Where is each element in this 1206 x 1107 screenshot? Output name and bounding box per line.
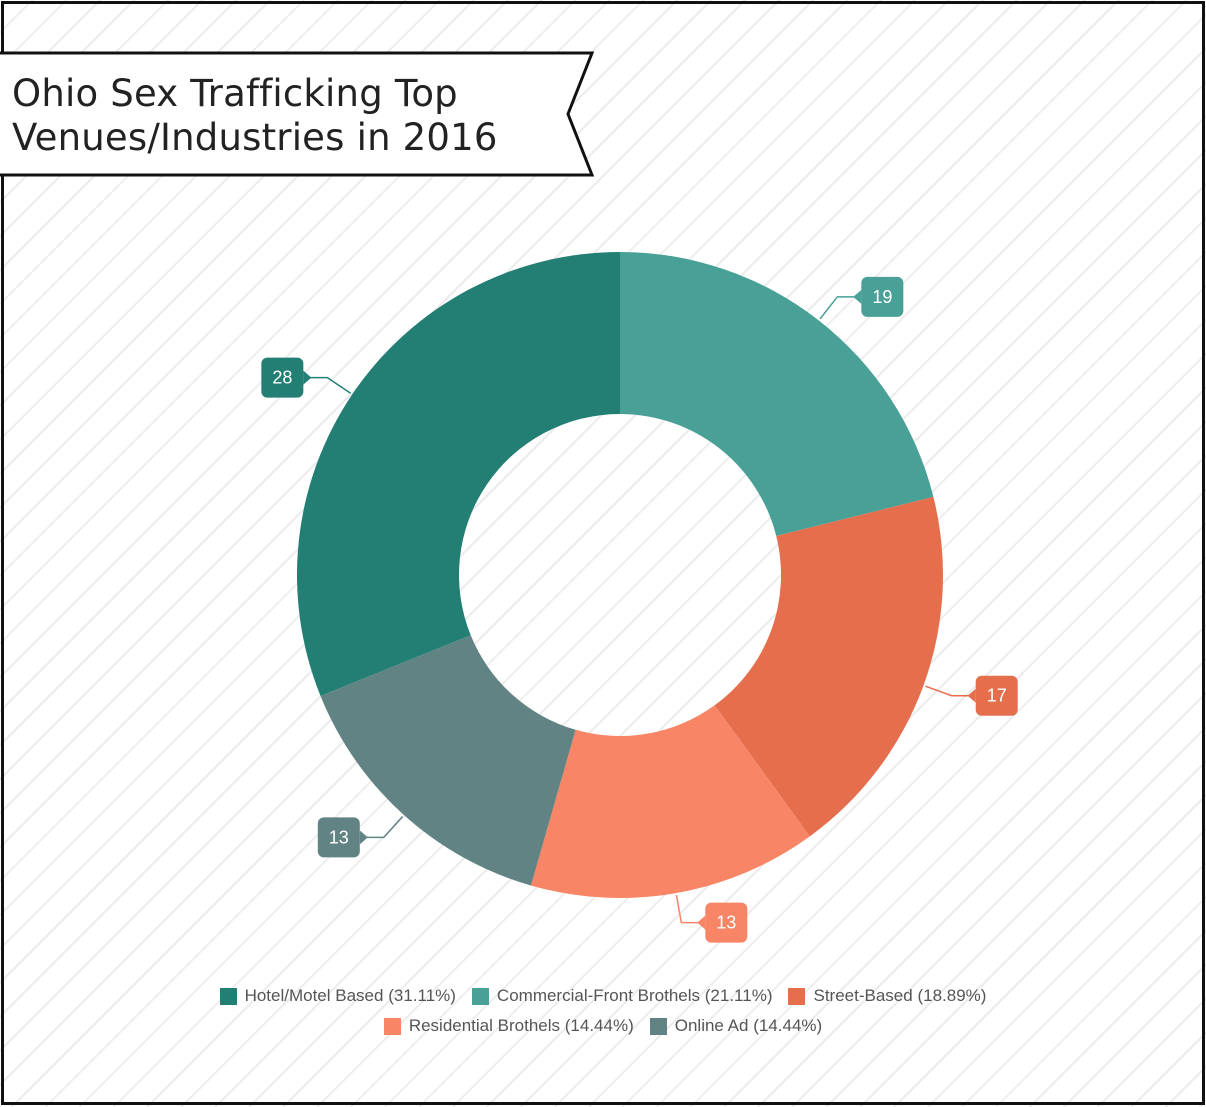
legend-percent: (31.11%) xyxy=(388,986,456,1005)
donut-slice-street-based[interactable] xyxy=(714,496,943,837)
legend-swatch xyxy=(649,1017,667,1035)
data-label-residential: 13 xyxy=(716,913,736,933)
data-label-connector xyxy=(309,376,351,394)
title-banner xyxy=(0,51,595,177)
legend-label: Residential Brothels xyxy=(408,1016,561,1035)
legend-percent: (18.89%) xyxy=(917,986,987,1005)
legend-item-street-based[interactable]: Street-Based (18.89%) xyxy=(788,986,986,1006)
data-label-pointer xyxy=(853,289,862,304)
data-label-online-ad: 13 xyxy=(329,827,349,847)
legend-percent: (21.11%) xyxy=(704,986,773,1005)
chart-title-line-1: Ohio Sex Trafficking Top xyxy=(12,72,458,115)
legend-label: Online Ad xyxy=(674,1016,749,1035)
data-label-connector xyxy=(365,816,404,839)
legend-item-online-ad[interactable]: Online Ad (14.44%) xyxy=(649,1016,823,1036)
title-banner-shape xyxy=(0,51,595,177)
data-label-street-based: 17 xyxy=(987,686,1007,706)
data-label-pointer xyxy=(967,688,976,703)
data-label-box xyxy=(705,902,748,943)
legend-swatch xyxy=(383,1017,401,1035)
donut-slice-residential[interactable] xyxy=(530,705,810,898)
data-label-pointer xyxy=(303,370,312,385)
legend-swatch xyxy=(788,987,806,1005)
donut-slice-hotel-motel[interactable] xyxy=(297,252,620,696)
legend-swatch xyxy=(471,987,489,1005)
data-label-commercial-front: 19 xyxy=(872,287,892,307)
data-label-box xyxy=(261,357,304,398)
data-label-pointer xyxy=(697,915,706,930)
legend-item-hotel-motel[interactable]: Hotel/Motel Based (31.11%) xyxy=(219,986,456,1006)
legend-item-residential[interactable]: Residential Brothels (14.44%) xyxy=(383,1016,634,1036)
data-label-connector xyxy=(925,685,970,697)
chart-title-line-2: Venues/Industries in 2016 xyxy=(12,116,498,159)
donut-slice-online-ad[interactable] xyxy=(320,635,576,886)
legend-percent: (14.44%) xyxy=(753,1016,823,1035)
data-label-connector xyxy=(819,296,856,320)
legend-label: Street-Based xyxy=(813,986,913,1005)
legend-item-commercial-front[interactable]: Commercial-Front Brothels (21.11%) xyxy=(471,986,773,1006)
legend-swatch xyxy=(219,987,237,1005)
data-label-connector xyxy=(675,894,700,924)
data-label-box xyxy=(975,675,1018,716)
legend-row-1: Hotel/Motel Based (31.11%) Commercial-Fr… xyxy=(0,981,1206,1011)
chart-title: Ohio Sex Trafficking Top Venues/Industri… xyxy=(12,72,498,160)
data-label-box xyxy=(317,817,360,858)
donut-data-labels: 28 19 17 13 13 xyxy=(261,276,1018,943)
legend-label: Commercial-Front Brothels xyxy=(496,986,701,1005)
legend-label: Hotel/Motel Based xyxy=(244,986,384,1005)
legend-row-2: Residential Brothels (14.44%) Online Ad … xyxy=(0,1011,1206,1041)
data-label-pointer xyxy=(359,830,368,845)
donut-slice-commercial-front[interactable] xyxy=(620,252,934,537)
data-label-hotel-motel: 28 xyxy=(272,368,292,388)
donut-slices xyxy=(297,252,943,898)
legend-percent: (14.44%) xyxy=(564,1016,634,1035)
data-label-box xyxy=(861,276,904,317)
chart-legend: Hotel/Motel Based (31.11%) Commercial-Fr… xyxy=(0,981,1206,1041)
